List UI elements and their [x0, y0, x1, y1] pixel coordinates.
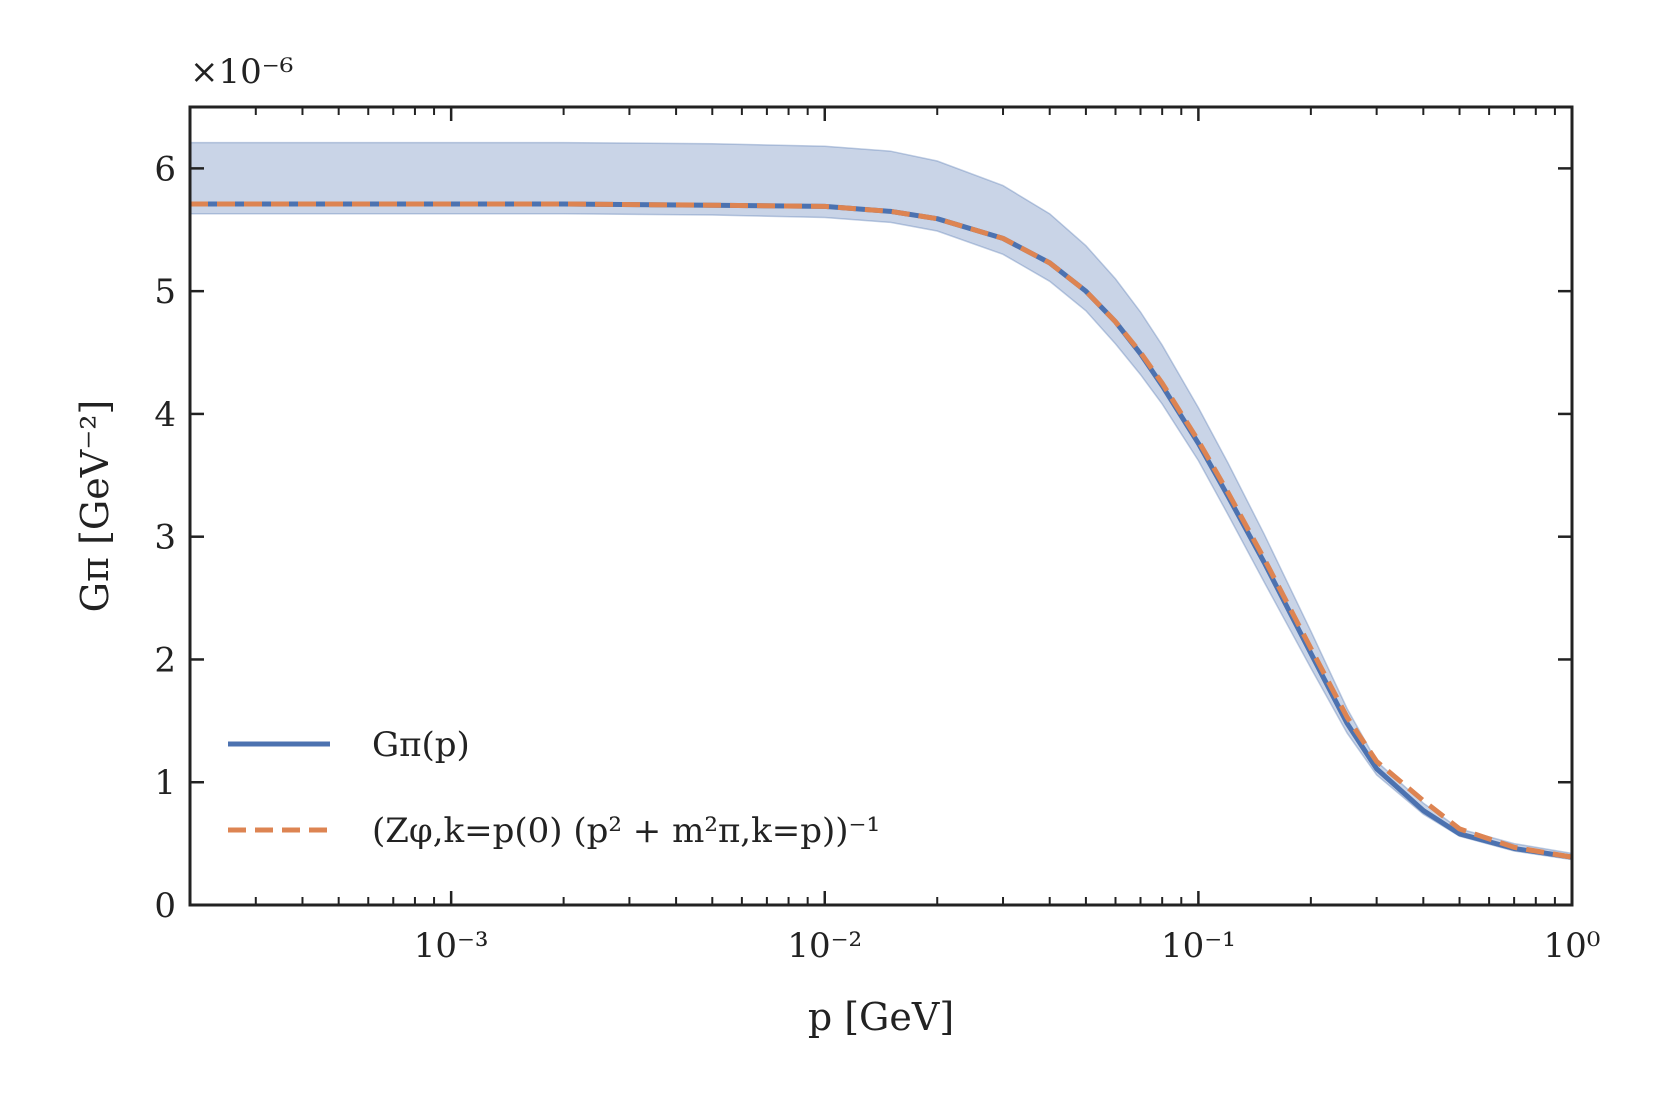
y-multiplier-label: ×10⁻⁶: [190, 52, 293, 92]
y-tick-label: 1: [154, 763, 176, 803]
plot-frame: [188, 105, 1574, 907]
x-tick-label: 10⁻²: [787, 926, 862, 966]
x-axis-title: p [GeV]: [808, 995, 954, 1039]
series-line-2: [190, 201, 1573, 860]
legend-label-2: (Zφ,k=p(0) (p² + m²π,k=p))⁻¹: [372, 811, 880, 851]
x-tick-label: 10⁻¹: [1161, 926, 1236, 966]
y-axis-title: Gπ [GeV⁻²]: [73, 400, 117, 613]
y-tick-label: 4: [154, 395, 176, 435]
y-tick-label: 5: [154, 272, 176, 312]
axes: 10⁻³ 10⁻² 10⁻¹ 10⁰ 0 1 2 3 4 5 6 ×10⁻⁶ p [GeV] Gπ [Ge…: [73, 52, 1600, 1039]
y-tick-label: 3: [154, 518, 176, 558]
y-tick-label: 6: [154, 149, 176, 189]
x-tick-label: 10⁻³: [414, 926, 489, 966]
y-tick-label: 0: [154, 886, 176, 926]
y-tick-label: 2: [154, 640, 176, 680]
x-tick-label: 10⁰: [1544, 926, 1601, 966]
legend: Gπ(p) (Zφ,k=p(0) (p² + m²π,k=p))⁻¹: [228, 725, 880, 851]
legend-label-1: Gπ(p): [372, 725, 470, 765]
